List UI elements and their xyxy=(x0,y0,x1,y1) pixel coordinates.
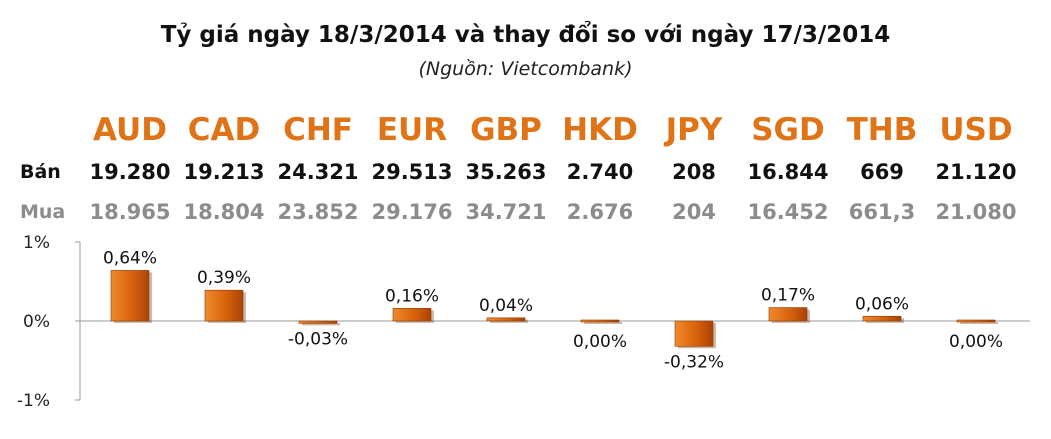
bar-eur xyxy=(392,308,432,322)
data-label-hkd: 0,00% xyxy=(573,332,627,352)
sell-value-gbp: 35.263 xyxy=(465,160,547,184)
bar-jpy xyxy=(674,320,714,347)
data-label-thb: 0,06% xyxy=(855,294,909,314)
bar-aud xyxy=(110,270,150,322)
currency-header-gbp: GBP xyxy=(470,112,542,148)
currency-header-usd: USD xyxy=(939,112,1013,148)
sell-value-thb: 669 xyxy=(860,160,904,184)
currency-header-aud: AUD xyxy=(93,112,167,148)
sell-row-label: Bán xyxy=(20,161,61,183)
data-label-sgd: 0,17% xyxy=(761,286,815,306)
sell-value-chf: 24.321 xyxy=(277,160,359,184)
bar-thb xyxy=(862,315,902,322)
buy-value-aud: 18.965 xyxy=(89,200,171,224)
currency-header-chf: CHF xyxy=(283,112,353,148)
bar-chf xyxy=(298,320,338,324)
buy-value-hkd: 2.676 xyxy=(566,200,634,224)
chart-source: (Nguồn: Vietcombank) xyxy=(418,58,633,80)
buy-value-eur: 29.176 xyxy=(371,200,453,224)
sell-value-usd: 21.120 xyxy=(935,160,1017,184)
chart-bars xyxy=(110,270,998,349)
chart-title: Tỷ giá ngày 18/3/2014 và thay đổi so với… xyxy=(160,22,891,48)
bar-cad xyxy=(204,289,244,322)
data-label-chf: -0,03% xyxy=(288,329,348,349)
data-label-cad: 0,39% xyxy=(197,268,251,288)
chart-data-labels: 0,64% 0,39% -0,03% 0,16% 0,04% 0,00% -0,32% 0,1… xyxy=(103,248,1003,372)
y-tick-label: -1% xyxy=(17,391,50,411)
bar-usd xyxy=(956,319,996,323)
bar-sgd xyxy=(768,307,808,322)
currency-header-eur: EUR xyxy=(376,112,448,148)
change-bar-chart: 1% 0% -1% 0,64% 0,39% -0,03% 0,16% 0,04% 0,00% -… xyxy=(17,233,1030,411)
buy-value-jpy: 204 xyxy=(672,200,716,224)
currency-header-cad: CAD xyxy=(187,112,261,148)
sell-value-aud: 19.280 xyxy=(89,160,171,184)
sell-value-cad: 19.213 xyxy=(183,160,265,184)
currency-header-hkd: HKD xyxy=(562,112,638,148)
sell-value-eur: 29.513 xyxy=(371,160,453,184)
bar-shadow-gbp xyxy=(490,319,528,323)
data-label-gbp: 0,04% xyxy=(479,296,533,316)
buy-value-sgd: 16.452 xyxy=(747,200,829,224)
buy-value-usd: 21.080 xyxy=(935,200,1017,224)
sell-value-hkd: 2.740 xyxy=(566,160,634,184)
buy-value-gbp: 34.721 xyxy=(465,200,547,224)
y-tick-label: 0% xyxy=(23,312,50,332)
currency-header-sgd: SGD xyxy=(751,112,825,148)
buy-value-cad: 18.804 xyxy=(183,200,265,224)
sell-value-sgd: 16.844 xyxy=(747,160,829,184)
bar-shadow-usd xyxy=(960,322,998,324)
currency-header-thb: THB xyxy=(846,112,918,148)
data-label-aud: 0,64% xyxy=(103,248,157,268)
bar-shadow-hkd xyxy=(584,322,622,324)
y-tick-label: 1% xyxy=(23,233,50,253)
bar-hkd xyxy=(580,319,620,323)
data-label-usd: 0,00% xyxy=(949,332,1003,352)
buy-row-label: Mua xyxy=(20,201,66,223)
data-label-eur: 0,16% xyxy=(385,286,439,306)
buy-value-thb: 661,3 xyxy=(848,200,916,224)
bar-gbp xyxy=(486,317,526,322)
sell-value-jpy: 208 xyxy=(672,160,716,184)
bar-shadow-chf xyxy=(302,323,340,326)
buy-value-chf: 23.852 xyxy=(277,200,359,224)
data-label-jpy: -0,32% xyxy=(664,352,724,372)
currency-header-jpy: JPY xyxy=(665,112,723,148)
